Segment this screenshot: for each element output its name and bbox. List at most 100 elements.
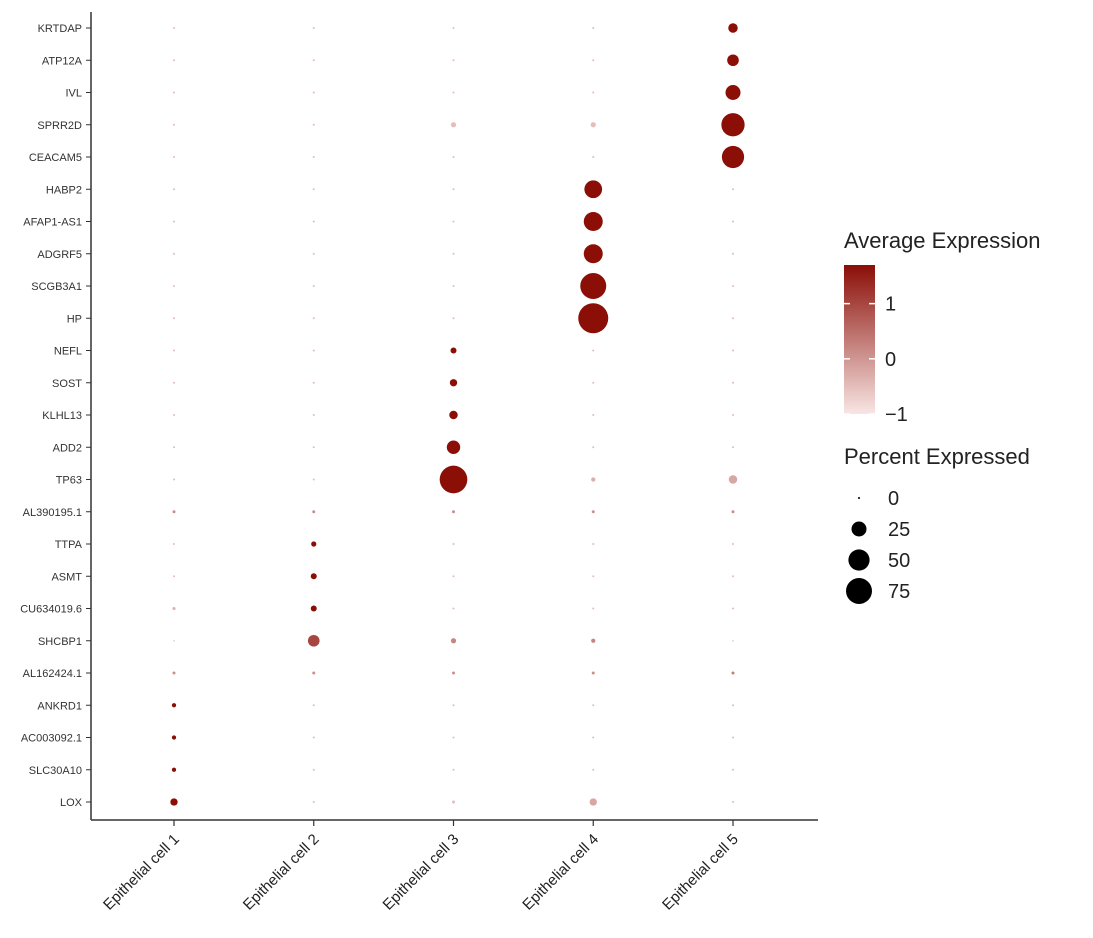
dot-slc30a10-cell-3 [452,768,455,771]
y-tick-label: TTPA [55,539,83,551]
y-tick-label: AFAP1-AS1 [23,217,82,229]
dot-habp2-cell-4 [584,180,603,199]
dot-al162424-1-cell-1 [172,671,176,675]
size-legend-dot [848,549,870,571]
dot-ivl-cell-5 [725,85,741,100]
y-tick-label: SPRR2D [37,120,82,132]
dot-krtdap-cell-4 [592,26,595,30]
dot-cu634019-6-cell-2 [310,605,317,612]
percent-expressed-legend: Percent Expressed 0 25 50 75 [844,444,1030,604]
dot-sost-cell-5 [731,381,735,384]
dot-scgb3a1-cell-5 [731,284,735,288]
y-tick-label: IVL [65,88,82,100]
dot-habp2-cell-3 [452,188,455,191]
dot-krtdap-cell-1 [172,26,176,30]
dot-ttpa-cell-3 [452,542,455,546]
dot-ivl-cell-4 [592,91,595,94]
dot-shcbp1-cell-2 [307,634,320,647]
dot-sost-cell-4 [592,381,595,384]
x-tick-label: Epithelial cell 4 [519,831,602,914]
dot-lox-cell-1 [170,798,178,806]
dot-scgb3a1-cell-4 [580,273,607,299]
dot-afap1-as1-cell-1 [172,220,176,223]
dot-al390195-1-cell-4 [591,510,595,514]
y-tick-label: KRTDAP [38,23,82,35]
dot-asmt-cell-4 [592,575,595,578]
dot-shcbp1-cell-4 [591,638,596,643]
dot-scgb3a1-cell-3 [452,284,455,288]
y-tick-label: ANKRD1 [37,700,82,712]
y-tick-label: HP [67,313,82,325]
dot-cu634019-6-cell-4 [592,607,595,610]
dot-ceacam5-cell-2 [312,155,315,159]
dot-ttpa-cell-5 [731,542,735,546]
dot-asmt-cell-1 [172,575,176,578]
y-tick-label: KLHL13 [42,410,82,422]
x-tick-label: Epithelial cell 5 [659,831,742,914]
dot-al390195-1-cell-3 [452,510,455,514]
y-tick-label: ADGRF5 [37,249,82,261]
y-tick-label: SLC30A10 [29,765,82,777]
dot-al390195-1-cell-2 [312,510,316,514]
dot-al162424-1-cell-3 [452,671,455,675]
dot-slc30a10-cell-4 [592,768,595,771]
y-tick-label: SCGB3A1 [31,281,82,293]
size-legend-label: 0 [888,488,899,510]
dot-afap1-as1-cell-4 [583,212,603,231]
dot-ankrd1-cell-2 [312,704,315,707]
dot-shcbp1-cell-1 [173,639,175,642]
dot-klhl13-cell-2 [312,413,315,417]
dot-tp63-cell-4 [591,477,596,482]
dot-add2-cell-3 [446,440,461,454]
size-legend-label: 50 [888,550,910,572]
dot-tp63-cell-5 [728,475,738,484]
x-tick-labels: Epithelial cell 1 Epithelial cell 2 Epithe… [100,831,742,914]
dot-al390195-1-cell-5 [731,510,735,514]
dot-lox-cell-4 [589,798,597,806]
dot-al390195-1-cell-1 [172,510,176,514]
y-tick-label: CU634019.6 [20,604,82,616]
dot-klhl13-cell-5 [731,413,735,417]
dot-shcbp1-cell-3 [450,638,457,644]
dot-nefl-cell-4 [592,349,595,352]
dot-al162424-1-cell-5 [731,671,735,675]
dot-habp2-cell-5 [731,188,735,191]
dot-sprr2d-cell-1 [172,123,176,126]
dot-asmt-cell-2 [310,573,317,580]
dot-adgrf5-cell-1 [172,252,176,255]
dot-nefl-cell-1 [172,349,176,352]
x-tick-marks [173,820,734,826]
size-legend-dot [851,521,867,537]
dot-ivl-cell-1 [172,91,176,94]
y-tick-label: AC003092.1 [21,733,82,745]
size-legend-dot [846,578,872,604]
dot-atp12a-cell-3 [452,59,455,62]
dot-ac003092-1-cell-2 [312,736,315,739]
dot-lox-cell-5 [731,800,735,804]
y-tick-label: ATP12A [42,55,83,67]
dot-atp12a-cell-1 [172,59,176,62]
dot-add2-cell-1 [172,446,176,449]
dot-asmt-cell-3 [452,575,455,578]
y-tick-label: SHCBP1 [38,636,82,648]
dot-ceacam5-cell-1 [172,155,176,159]
size-legend-dot [857,496,861,500]
dot-ac003092-1-cell-5 [731,736,735,739]
dot-cu634019-6-cell-3 [452,607,455,610]
dot-lox-cell-3 [452,800,455,804]
dot-adgrf5-cell-5 [731,252,735,255]
dot-sprr2d-cell-4 [590,122,596,128]
dots-layer [170,23,745,806]
dot-sost-cell-3 [449,379,458,387]
dot-nefl-cell-5 [731,349,735,352]
y-tick-label: HABP2 [46,184,82,196]
dot-sost-cell-1 [172,381,176,384]
dot-ttpa-cell-2 [311,541,317,547]
dot-afap1-as1-cell-2 [312,220,315,223]
dot-ac003092-1-cell-1 [171,735,177,740]
dot-add2-cell-2 [312,446,315,449]
colorbar-ticks: 1 0 −1 [844,294,908,426]
dot-tp63-cell-3 [439,465,468,494]
dot-ankrd1-cell-5 [731,704,735,707]
